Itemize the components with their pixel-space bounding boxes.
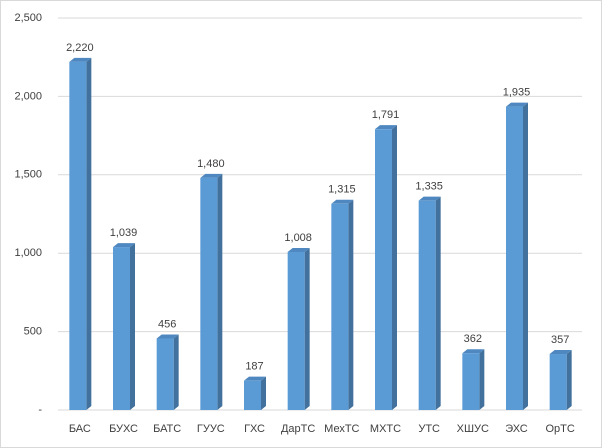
x-tick-label: МехТС xyxy=(324,423,359,435)
bar-top xyxy=(287,247,310,252)
bar-front xyxy=(287,251,305,410)
bar xyxy=(69,57,92,411)
bar-top xyxy=(418,196,441,201)
x-tick-label: УТС xyxy=(418,423,440,435)
y-tick-label: 1,500 xyxy=(14,169,42,181)
bar-front xyxy=(418,200,436,410)
bar-top xyxy=(156,334,179,339)
value-label: 1,335 xyxy=(415,181,443,193)
bar xyxy=(418,196,441,410)
bar xyxy=(375,125,397,410)
bar-top xyxy=(200,173,223,178)
bar xyxy=(244,376,266,410)
x-tick-label: ОрТС xyxy=(545,423,574,435)
value-label: 456 xyxy=(158,318,176,330)
value-label: 2,220 xyxy=(66,42,94,54)
bar-side xyxy=(86,57,92,411)
x-tick-label: ДарТС xyxy=(281,423,315,435)
bar-top xyxy=(69,57,92,62)
bar-side xyxy=(217,173,223,410)
bar-front xyxy=(244,380,261,410)
value-label: 1,935 xyxy=(503,86,531,98)
y-tick-label: 1,000 xyxy=(14,247,42,259)
y-tick-label: 2,500 xyxy=(14,12,42,24)
bar xyxy=(506,102,528,410)
x-tick-label: БАТС xyxy=(153,423,181,435)
x-tick-label: ГХС xyxy=(244,423,265,435)
bar-side xyxy=(566,350,572,410)
value-label: 1,039 xyxy=(110,227,138,239)
bar-side xyxy=(435,196,441,410)
bar-front xyxy=(549,354,567,410)
bar-side xyxy=(130,243,135,410)
x-tick-label: ЭХС xyxy=(505,423,528,435)
bar-side xyxy=(348,199,354,410)
bar-top xyxy=(331,199,354,204)
bar-top xyxy=(462,349,485,354)
value-label: 362 xyxy=(464,333,482,345)
bar-top xyxy=(506,102,528,107)
bar-front xyxy=(113,247,130,410)
bar xyxy=(549,350,572,410)
value-label: 1,008 xyxy=(284,232,312,244)
bar-front xyxy=(331,203,349,410)
y-tick-label: - xyxy=(38,404,42,416)
bar xyxy=(331,199,354,410)
bar-top xyxy=(549,350,572,355)
bar-side xyxy=(523,102,528,410)
x-tick-label: ХШУС xyxy=(457,423,489,435)
bar xyxy=(287,247,310,410)
value-label: 1,315 xyxy=(328,184,356,196)
x-tick-label: МХТС xyxy=(370,423,401,435)
bar xyxy=(156,334,179,410)
bar-side xyxy=(392,125,397,410)
bar xyxy=(113,243,135,410)
bar-top xyxy=(244,376,266,381)
bar-top xyxy=(113,243,135,248)
x-tick-label: БАС xyxy=(69,423,91,435)
value-label: 187 xyxy=(245,361,263,373)
bar xyxy=(462,349,485,410)
bar-front xyxy=(506,106,523,410)
bar-side xyxy=(479,349,485,410)
bar-front xyxy=(69,61,87,411)
bar-front xyxy=(200,177,218,410)
bar-side xyxy=(304,247,310,410)
bar-side xyxy=(173,334,179,410)
y-tick-label: 2,000 xyxy=(14,90,42,102)
bar-top xyxy=(375,125,397,130)
value-label: 1,480 xyxy=(197,158,225,170)
value-label: 357 xyxy=(551,334,569,346)
x-tick-label: БУХС xyxy=(109,423,138,435)
bar-front xyxy=(156,338,174,410)
x-tick-label: ГУУС xyxy=(197,423,225,435)
value-label: 1,791 xyxy=(372,109,400,121)
bar-side xyxy=(261,376,266,410)
y-tick-label: 500 xyxy=(24,326,42,338)
bar-front xyxy=(462,353,480,410)
bar-front xyxy=(375,129,392,410)
bar xyxy=(200,173,223,410)
